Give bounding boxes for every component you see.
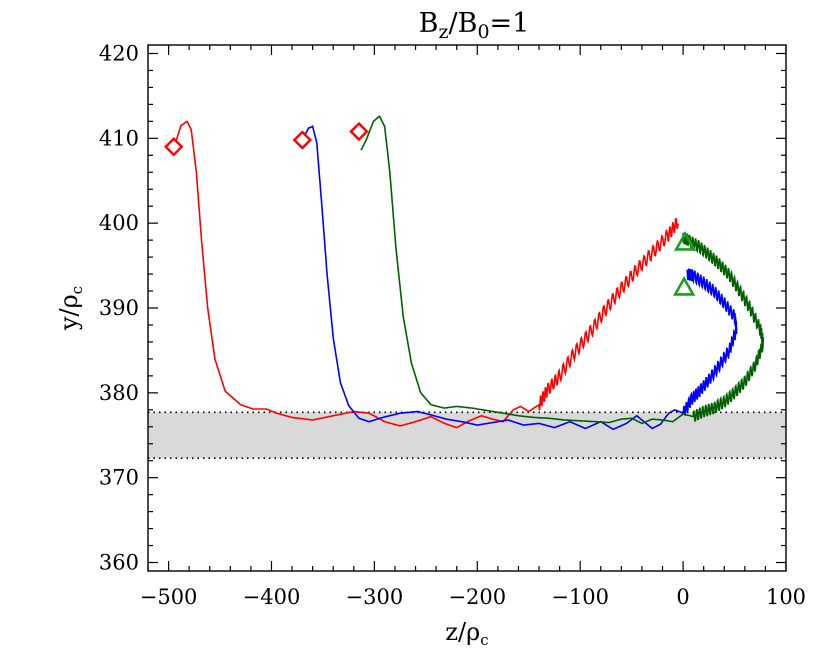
x-tick-label: 0: [676, 585, 689, 609]
end-triangle-marker-2: [672, 276, 696, 296]
y-tick-label: 420: [99, 41, 139, 65]
blue-trajectory-line: [303, 124, 738, 431]
y-tick-label: 410: [99, 126, 139, 150]
red-trajectory-line: [175, 120, 679, 429]
y-axis-label: y/ρc: [55, 286, 86, 331]
y-tick-label: 390: [99, 296, 139, 320]
y-tick-label: 370: [99, 466, 139, 490]
shaded-band: [148, 412, 786, 459]
x-tick-label: 100: [766, 585, 806, 609]
x-tick-label: −400: [243, 585, 301, 609]
end-triangle-marker-1: [673, 231, 697, 251]
y-tick-label: 380: [99, 381, 139, 405]
green-start-diamond-marker: [349, 121, 369, 142]
blue-start-diamond-marker: [292, 130, 313, 150]
x-tick-label: −100: [551, 585, 609, 609]
y-tick-label: 360: [99, 551, 139, 575]
plot-area: −500 −400 −300 −200 −100 0 100 360 370 380 390 400 4…: [99, 41, 806, 609]
x-tick-label: −500: [140, 585, 198, 609]
chart-title: Bz/B0=1: [419, 8, 530, 43]
green-trajectory-line: [360, 114, 765, 425]
x-tick-label: −200: [448, 585, 506, 609]
x-axis-label: z/ρc: [445, 618, 488, 649]
plot-frame: [147, 44, 787, 572]
x-tick-label: −300: [346, 585, 404, 609]
y-tick-label: 400: [99, 211, 139, 235]
red-start-diamond-marker: [164, 137, 184, 157]
